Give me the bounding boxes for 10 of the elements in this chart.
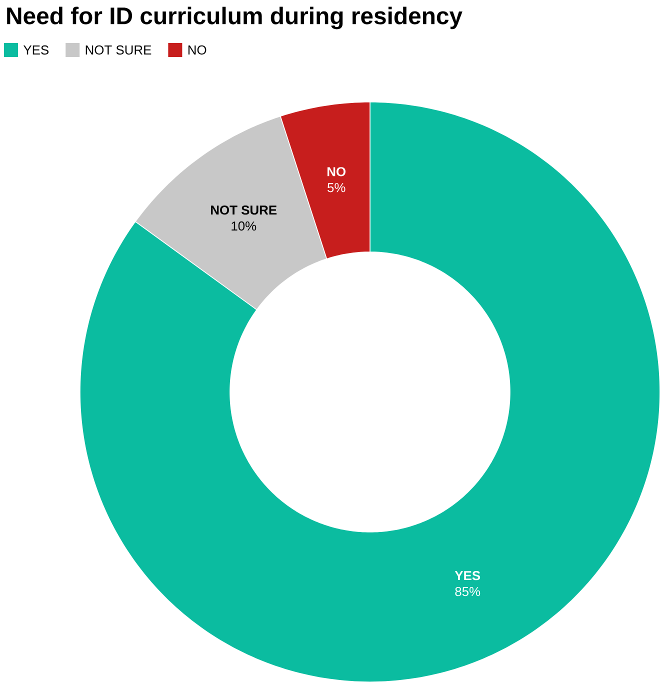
- slice-label: YES: [454, 571, 480, 580]
- legend-label: NO: [188, 45, 206, 55]
- data-label: 5%: [327, 183, 346, 192]
- slice-label: NOT SURE: [210, 205, 276, 215]
- slice-label: NO: [327, 167, 346, 176]
- legend-label: YES: [23, 45, 48, 55]
- data-label: 10%: [231, 221, 256, 231]
- data-label: 85%: [455, 586, 480, 596]
- legend-label: NOT SURE: [86, 45, 151, 55]
- chart-title: Need for ID curriculum during residency: [6, 6, 462, 30]
